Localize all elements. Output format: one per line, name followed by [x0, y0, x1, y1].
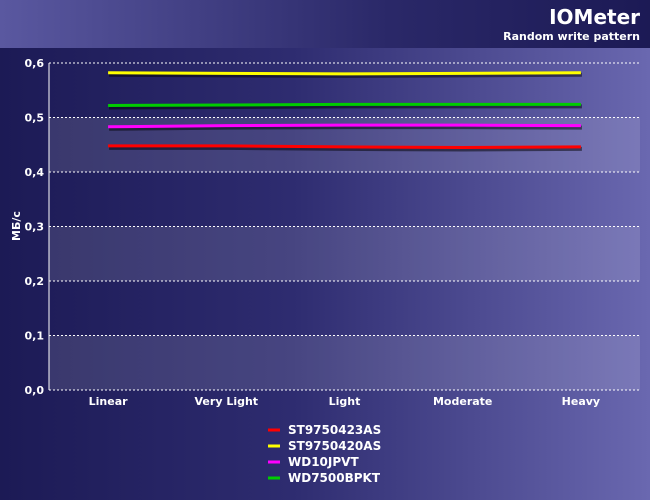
y-tick-label: 0,5	[25, 112, 45, 125]
chart-title: IOMeter	[549, 5, 640, 29]
plot-band	[49, 226, 640, 281]
line-shadow	[109, 145, 582, 152]
y-tick-label: 0,4	[25, 166, 45, 179]
x-tick-label: Linear	[89, 395, 128, 408]
series-line	[108, 102, 581, 108]
y-tick-label: 0,1	[25, 330, 45, 343]
y-axis-label: МБ/с	[10, 211, 23, 241]
series-line	[108, 144, 581, 149]
header	[0, 0, 650, 48]
chart-subtitle: Random write pattern	[503, 30, 640, 43]
y-tick-label: 0,6	[25, 57, 45, 70]
y-tick-label: 0,3	[25, 221, 45, 234]
series-line	[108, 123, 581, 129]
x-tick-label: Very Light	[195, 395, 259, 408]
legend-label: ST9750420AS	[288, 439, 381, 453]
legend-label: WD10JPVT	[288, 455, 359, 469]
legend-label: WD7500BPKT	[288, 471, 381, 485]
line-shadow	[109, 72, 582, 78]
series-line	[108, 71, 581, 76]
y-tick-label: 0,0	[25, 384, 45, 397]
y-tick-label: 0,2	[25, 275, 45, 288]
line-shadow	[109, 104, 582, 110]
x-tick-label: Moderate	[433, 395, 492, 408]
line-shadow	[109, 125, 582, 131]
x-tick-label: Heavy	[562, 395, 600, 408]
x-tick-label: Light	[329, 395, 361, 408]
plot-band	[49, 335, 640, 390]
legend-label: ST9750423AS	[288, 423, 381, 437]
